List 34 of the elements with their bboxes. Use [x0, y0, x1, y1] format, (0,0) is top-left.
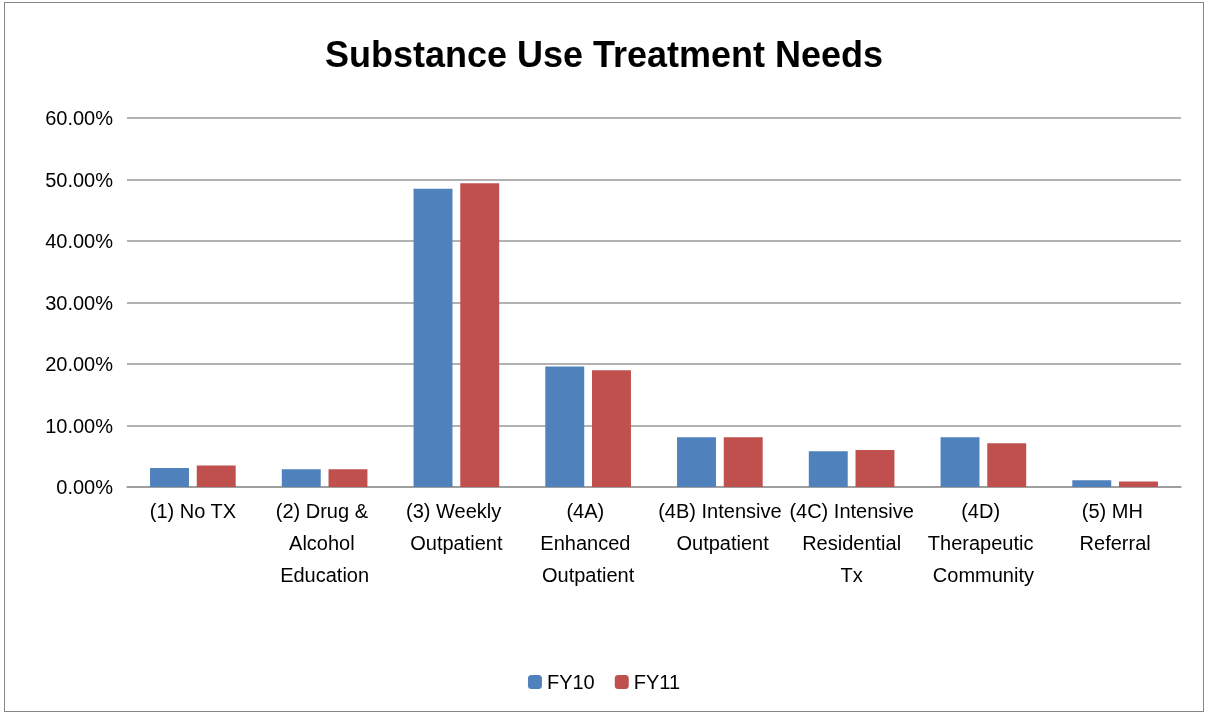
x-tick-label: (4B) Intensive Outpatient [658, 500, 782, 554]
x-tick-label: (5) MH Referral [1079, 500, 1151, 554]
bar [328, 469, 368, 487]
chart-title: Substance Use Treatment Needs [324, 33, 884, 75]
y-tick-label: 50.00% [45, 168, 114, 191]
y-tick-label: 60.00% [45, 107, 114, 129]
bar [987, 443, 1027, 487]
bar [413, 188, 453, 487]
bar [545, 366, 585, 487]
bar [150, 467, 189, 487]
x-tick-label: (1) No TX [149, 500, 237, 522]
y-tick-label: 30.00% [45, 291, 114, 314]
bar [460, 183, 500, 487]
y-tick-label: 20.00% [45, 353, 114, 375]
bar [281, 469, 321, 487]
x-tick-label: (2) Drug & Alcohol Education [275, 500, 374, 586]
bar [1072, 480, 1112, 487]
y-tick-label: 0.00% [56, 476, 114, 498]
x-tick-label: (4D) Therapeutic Community [927, 500, 1039, 586]
x-tick-label: (4A) Enhanced Outpatient [540, 500, 636, 586]
bar [677, 437, 716, 487]
y-tick-label: 40.00% [45, 230, 114, 252]
bar [196, 465, 236, 487]
bar [808, 451, 848, 487]
bar [855, 450, 895, 487]
x-tick-label: (3) Weekly Outpatient [405, 500, 507, 554]
bar [940, 437, 980, 487]
bar [592, 370, 631, 487]
bar [1119, 481, 1158, 487]
x-tick-label: (4C) Intensive Residential Tx [789, 500, 914, 586]
bar [723, 437, 763, 487]
legend-label: FY10 [546, 671, 595, 693]
y-tick-label: 10.00% [45, 414, 114, 437]
legend-label: FY11 [633, 671, 681, 693]
